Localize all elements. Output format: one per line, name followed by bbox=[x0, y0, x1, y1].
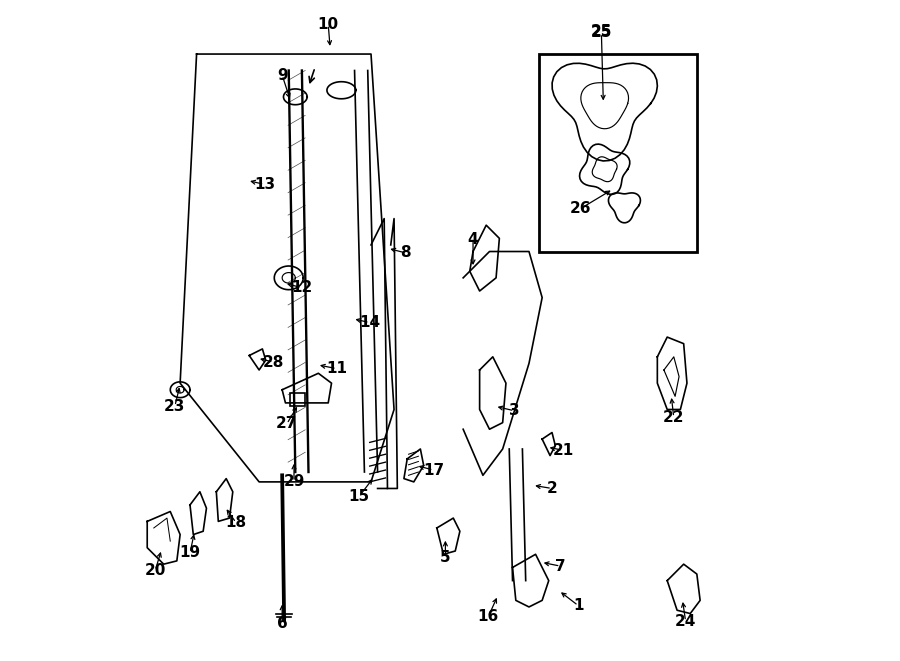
Text: 8: 8 bbox=[400, 245, 410, 260]
Text: 12: 12 bbox=[292, 280, 312, 295]
Text: 25: 25 bbox=[590, 24, 612, 38]
Text: 6: 6 bbox=[277, 616, 287, 631]
Text: 16: 16 bbox=[478, 609, 499, 625]
Text: 11: 11 bbox=[327, 361, 347, 376]
Text: 23: 23 bbox=[164, 399, 185, 414]
Text: 10: 10 bbox=[318, 17, 338, 32]
Text: 7: 7 bbox=[555, 559, 566, 574]
Text: 15: 15 bbox=[348, 489, 370, 504]
Text: 3: 3 bbox=[509, 403, 520, 418]
Text: 17: 17 bbox=[423, 463, 444, 477]
Text: 24: 24 bbox=[675, 614, 697, 629]
Text: 4: 4 bbox=[468, 232, 479, 247]
Text: 19: 19 bbox=[179, 545, 201, 561]
Text: 14: 14 bbox=[359, 315, 381, 330]
Text: 13: 13 bbox=[254, 177, 274, 192]
Text: 25: 25 bbox=[590, 26, 612, 40]
Text: 5: 5 bbox=[440, 550, 451, 565]
Text: 9: 9 bbox=[277, 67, 287, 83]
Text: 22: 22 bbox=[663, 410, 685, 425]
Text: 28: 28 bbox=[263, 354, 284, 369]
Text: 1: 1 bbox=[573, 598, 583, 613]
Bar bbox=[539, 54, 697, 252]
Text: 21: 21 bbox=[553, 443, 574, 458]
Text: 27: 27 bbox=[276, 416, 297, 432]
Text: 20: 20 bbox=[144, 563, 166, 578]
Text: 29: 29 bbox=[284, 475, 305, 489]
Text: 26: 26 bbox=[570, 201, 591, 216]
Text: 2: 2 bbox=[546, 481, 557, 496]
Text: 18: 18 bbox=[226, 515, 247, 530]
